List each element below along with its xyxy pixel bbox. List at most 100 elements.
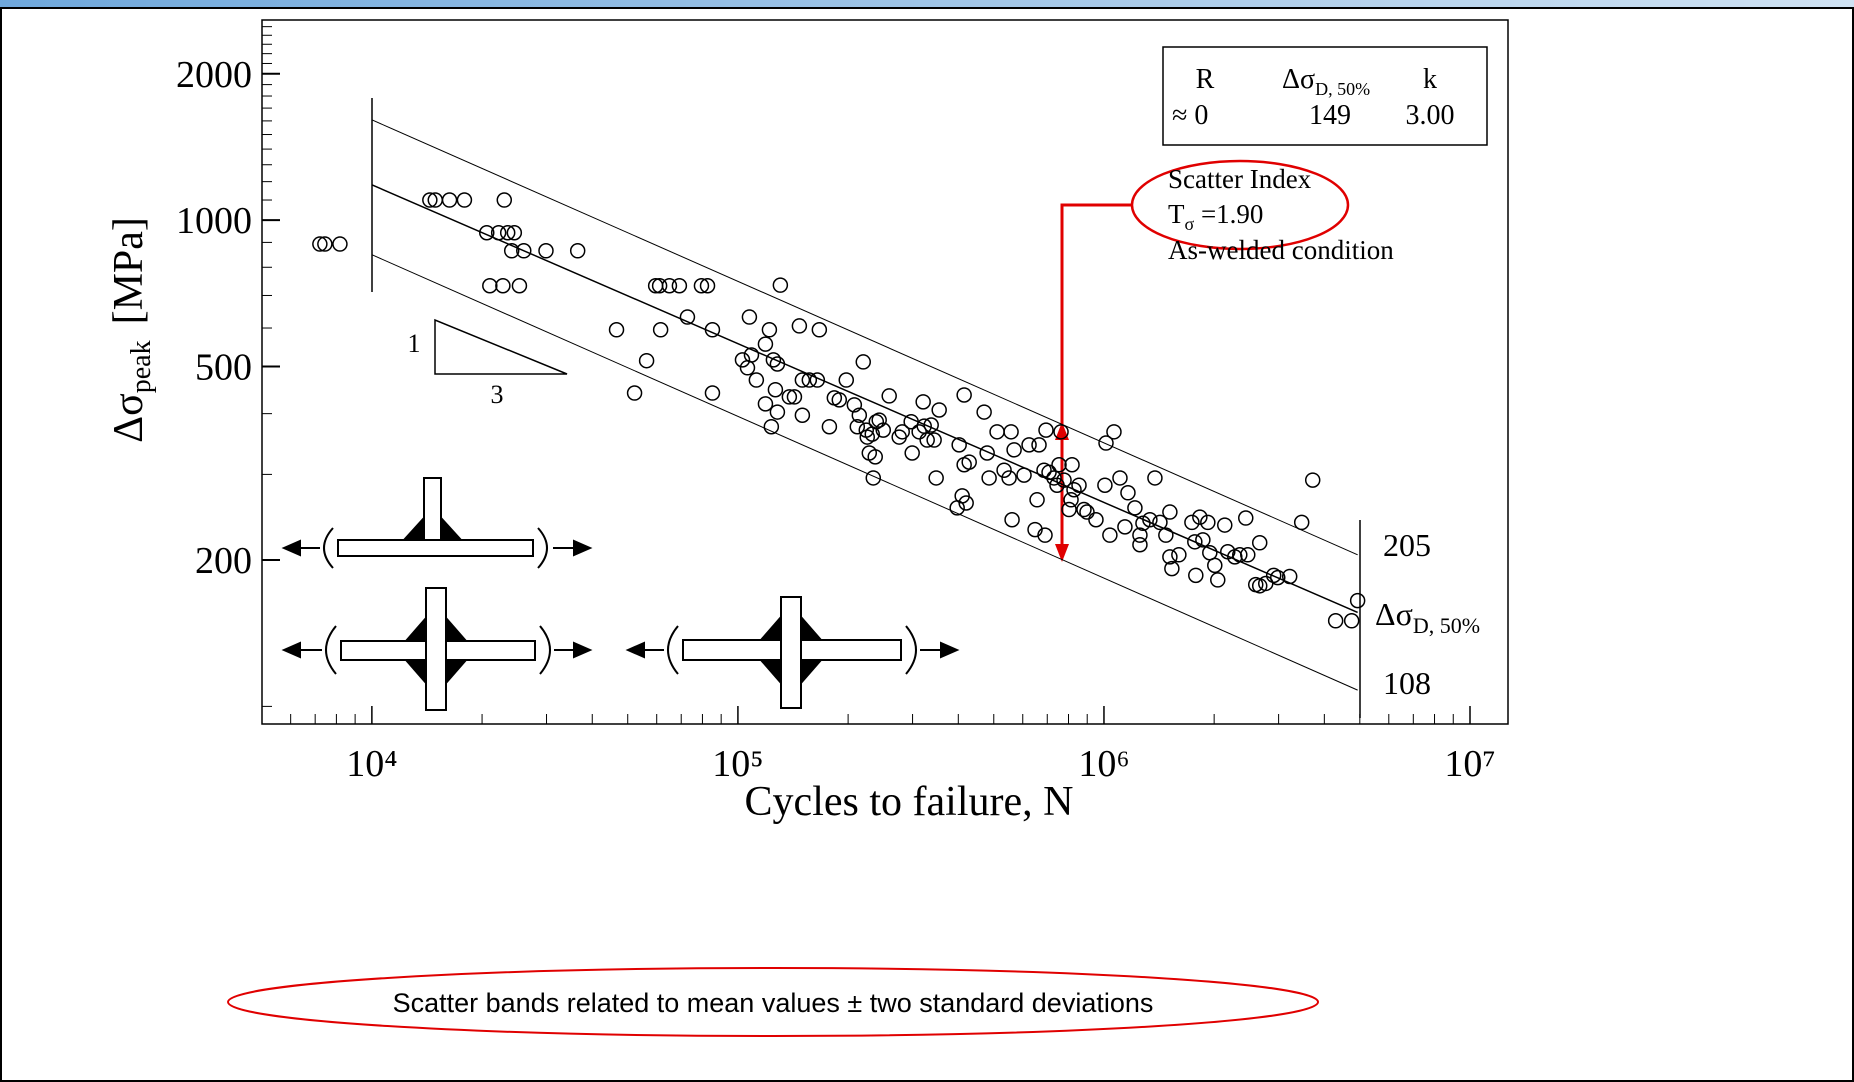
data-point: [1162, 549, 1178, 565]
data-point: [1343, 613, 1360, 629]
data-point: [923, 417, 939, 433]
data-point: [1088, 512, 1104, 528]
data-point: [490, 225, 507, 241]
data-point: [1327, 613, 1344, 629]
data-point: [931, 402, 947, 418]
data-point: [748, 372, 765, 388]
y-label-sub: peak: [126, 340, 157, 393]
band-label: 205: [1383, 527, 1431, 563]
data-point: [996, 462, 1012, 478]
data-point: [1162, 504, 1178, 520]
note-t-value: =1.90: [1194, 199, 1263, 229]
table-header: R: [1196, 64, 1215, 95]
data-point: [1076, 501, 1092, 518]
data-point: [1016, 467, 1032, 483]
band-label: ΔσD, 50%: [1375, 596, 1480, 638]
data-point: [638, 352, 655, 369]
data-point: [1001, 470, 1017, 486]
data-point: [1192, 509, 1208, 525]
note-text: As-welded condition: [1168, 235, 1394, 265]
data-point: [1304, 472, 1321, 488]
data-point: [1064, 457, 1080, 473]
data-point: [956, 387, 972, 403]
x-tick-label: 10⁴: [346, 743, 397, 785]
data-point: [1240, 547, 1256, 563]
data-point: [979, 445, 995, 461]
table-cell: 3.00: [1406, 100, 1455, 131]
data-point: [651, 277, 668, 294]
data-point: [786, 389, 803, 405]
table-header: ΔσD, 50%: [1282, 64, 1370, 99]
band-label-sub: D, 50%: [1413, 613, 1480, 638]
data-point: [496, 192, 513, 208]
data-point: [791, 318, 808, 334]
data-point: [1071, 477, 1087, 493]
data-point: [312, 236, 328, 252]
data-point: [1098, 435, 1114, 451]
table-header-main: Δσ: [1282, 64, 1315, 95]
data-point: [482, 277, 498, 294]
data-point: [1061, 501, 1077, 518]
data-point: [1265, 567, 1282, 584]
data-point: [1006, 442, 1022, 458]
data-point: [926, 432, 942, 448]
y-tick-label: 500: [195, 347, 252, 389]
data-point: [1063, 492, 1079, 508]
data-point: [765, 352, 782, 368]
data-point: [809, 372, 826, 388]
data-point: [704, 385, 721, 401]
data-point: [626, 385, 643, 401]
joint-sketches: [281, 477, 960, 711]
data-point: [1195, 532, 1211, 548]
data-point: [671, 277, 688, 294]
data-point: [1270, 569, 1286, 586]
data-point: [821, 418, 838, 435]
data-point: [1097, 477, 1113, 493]
caption-ellipse: [227, 967, 1319, 1037]
data-point: [499, 225, 516, 241]
data-point: [511, 277, 528, 294]
data-point: [1349, 592, 1366, 609]
data-point: [679, 309, 696, 325]
data-point: [851, 407, 868, 423]
band-line: [371, 184, 1358, 614]
y-axis-label: Δσpeak [MPa]: [106, 217, 157, 443]
y-tick-label: 1000: [176, 200, 252, 242]
x-axis-label: Cycles to failure, N: [745, 779, 1074, 825]
data-point: [1127, 500, 1143, 516]
data-point: [1217, 517, 1233, 533]
data-point: [693, 277, 710, 294]
data-point: [741, 309, 758, 325]
data-point: [767, 381, 784, 398]
data-point: [838, 372, 855, 388]
data-point: [1152, 514, 1168, 531]
data-point: [1046, 470, 1062, 486]
t-joint: [281, 477, 593, 569]
x-tick-label: 10⁵: [712, 743, 763, 785]
arrow-head: [1055, 422, 1069, 440]
arrow-head: [1055, 544, 1069, 562]
band-line: [371, 254, 1358, 691]
data-point: [743, 347, 760, 363]
data-point: [1200, 514, 1216, 531]
data-point: [495, 277, 511, 294]
data-point: [1158, 527, 1174, 543]
data-point: [608, 322, 625, 338]
data-point: [503, 243, 520, 259]
data-point: [981, 470, 997, 486]
data-point: [1051, 457, 1067, 473]
note-t: T: [1168, 199, 1185, 229]
data-point: [951, 437, 967, 453]
data-point: [958, 495, 974, 511]
data-point: [1147, 470, 1163, 486]
data-point: [794, 407, 811, 423]
data-point: [1102, 527, 1118, 543]
data-point: [422, 192, 438, 208]
data-point: [949, 500, 965, 516]
y-label-main: Δσ: [106, 393, 152, 443]
data-point: [1184, 514, 1200, 531]
data-point: [1021, 437, 1037, 453]
x-tick-label: 10⁷: [1444, 743, 1495, 785]
data-point: [881, 388, 897, 404]
